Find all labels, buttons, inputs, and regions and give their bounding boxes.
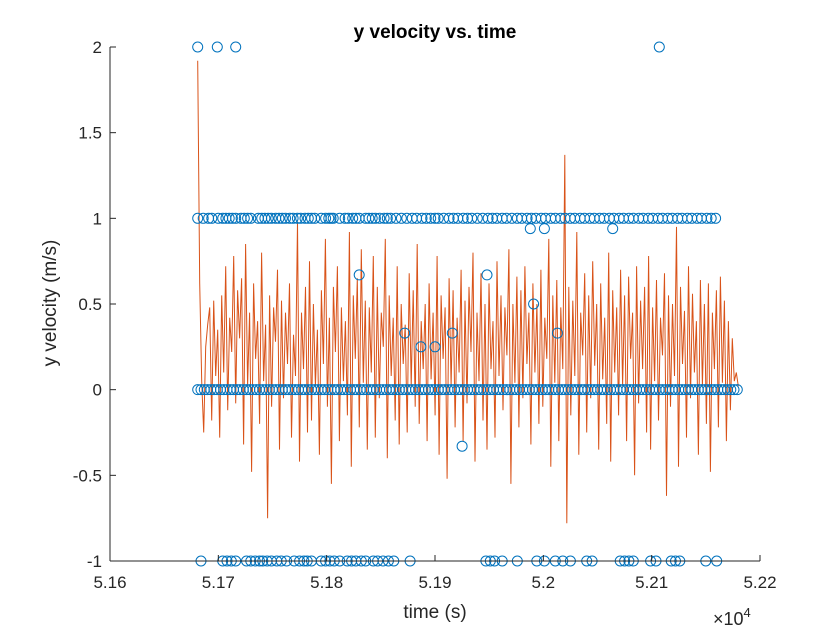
data-point: [212, 212, 224, 224]
data-point: [416, 212, 428, 224]
data-point: [395, 212, 407, 224]
data-point: [273, 212, 285, 224]
data-point: [415, 341, 427, 353]
data-point: [242, 212, 254, 224]
data-point: [390, 212, 402, 224]
data-point: [291, 212, 303, 224]
data-point: [482, 212, 494, 224]
data-point: [334, 212, 346, 224]
data-point: [705, 212, 717, 224]
data-point: [309, 212, 321, 224]
data-point: [521, 212, 533, 224]
y-tick-label: 0.5: [78, 295, 102, 314]
data-point: [456, 440, 468, 452]
x-tick-label: 5.16: [93, 573, 126, 592]
data-point: [446, 327, 458, 339]
data-point: [327, 212, 339, 224]
line-series: [197, 60, 739, 524]
data-point: [369, 212, 381, 224]
x-exponent-power: 4: [744, 605, 751, 620]
data-point: [192, 41, 204, 53]
data-point: [443, 212, 455, 224]
x-exponent-label: ×104: [713, 605, 751, 629]
data-point: [524, 223, 536, 235]
data-point: [501, 212, 512, 224]
data-point: [276, 212, 288, 224]
data-point: [551, 327, 563, 339]
data-point: [320, 212, 332, 224]
data-point: [230, 41, 242, 53]
data-point: [280, 212, 291, 224]
data-point: [197, 212, 209, 224]
x-tick-label: 5.18: [310, 573, 343, 592]
data-point: [223, 212, 235, 224]
data-point: [259, 212, 271, 224]
data-point: [302, 212, 314, 224]
data-point: [425, 212, 437, 224]
data-point: [287, 212, 299, 224]
axes: 5.16 5.17 5.18 5.19 5.2 5.21 5.22 -1 -0.5 0 0.5 1 1…: [73, 38, 777, 592]
data-point: [538, 223, 550, 235]
data-point: [347, 212, 359, 224]
data-point: [265, 212, 277, 224]
y-axis-ticks: -1 -0.5 0 0.5 1 1.5 2: [73, 38, 116, 571]
y-tick-label: 1: [93, 209, 102, 228]
data-point: [429, 341, 441, 353]
x-axis-label: time (s): [403, 602, 466, 623]
data-point: [206, 212, 218, 224]
data-point: [653, 41, 665, 53]
data-point: [230, 212, 242, 224]
y-tick-label: 2: [93, 38, 102, 57]
x-tick-label: 5.21: [635, 573, 668, 592]
data-point: [399, 327, 411, 339]
y-tick-label: -1: [87, 552, 102, 571]
data-point: [366, 212, 378, 224]
x-tick-label: 5.22: [743, 573, 776, 592]
data-point: [262, 212, 274, 224]
data-point: [284, 212, 296, 224]
data-point: [342, 212, 354, 224]
data-point: [429, 212, 441, 224]
data-point: [192, 212, 204, 224]
data-point: [238, 212, 250, 224]
data-point: [420, 212, 432, 224]
data-point: [211, 41, 223, 53]
data-point: [731, 384, 743, 396]
data-point: [363, 212, 375, 224]
y-tick-label: 0: [93, 381, 102, 400]
data-point: [295, 212, 307, 224]
data-point: [481, 269, 493, 281]
y-axis-label: y velocity (m/s): [40, 240, 61, 367]
velocity-line: [197, 60, 739, 524]
y-tick-label: 1.5: [78, 124, 102, 143]
y-tick-label: -0.5: [73, 466, 102, 485]
data-point: [528, 298, 540, 310]
x-tick-label: 5.2: [532, 573, 556, 592]
data-point: [471, 212, 483, 224]
data-point: [728, 384, 740, 396]
data-point: [385, 212, 397, 224]
data-point: [607, 223, 619, 235]
data-point: [432, 212, 444, 224]
data-point: [245, 212, 257, 224]
data-point: [457, 212, 469, 224]
x-exponent-base: ×10: [713, 609, 744, 629]
x-axis-ticks: 5.16 5.17 5.18 5.19 5.2 5.21 5.22: [93, 555, 777, 592]
data-point: [466, 212, 478, 224]
data-point: [378, 212, 390, 224]
data-point: [374, 212, 386, 224]
data-point: [353, 269, 365, 281]
data-point: [701, 212, 713, 224]
data-point: [710, 212, 722, 224]
x-tick-label: 5.17: [202, 573, 235, 592]
chart-title: y velocity vs. time: [354, 22, 517, 43]
x-tick-label: 5.19: [418, 573, 451, 592]
data-point: [725, 384, 737, 396]
data-point: [339, 212, 351, 224]
data-point: [226, 212, 238, 224]
data-point: [381, 212, 393, 224]
